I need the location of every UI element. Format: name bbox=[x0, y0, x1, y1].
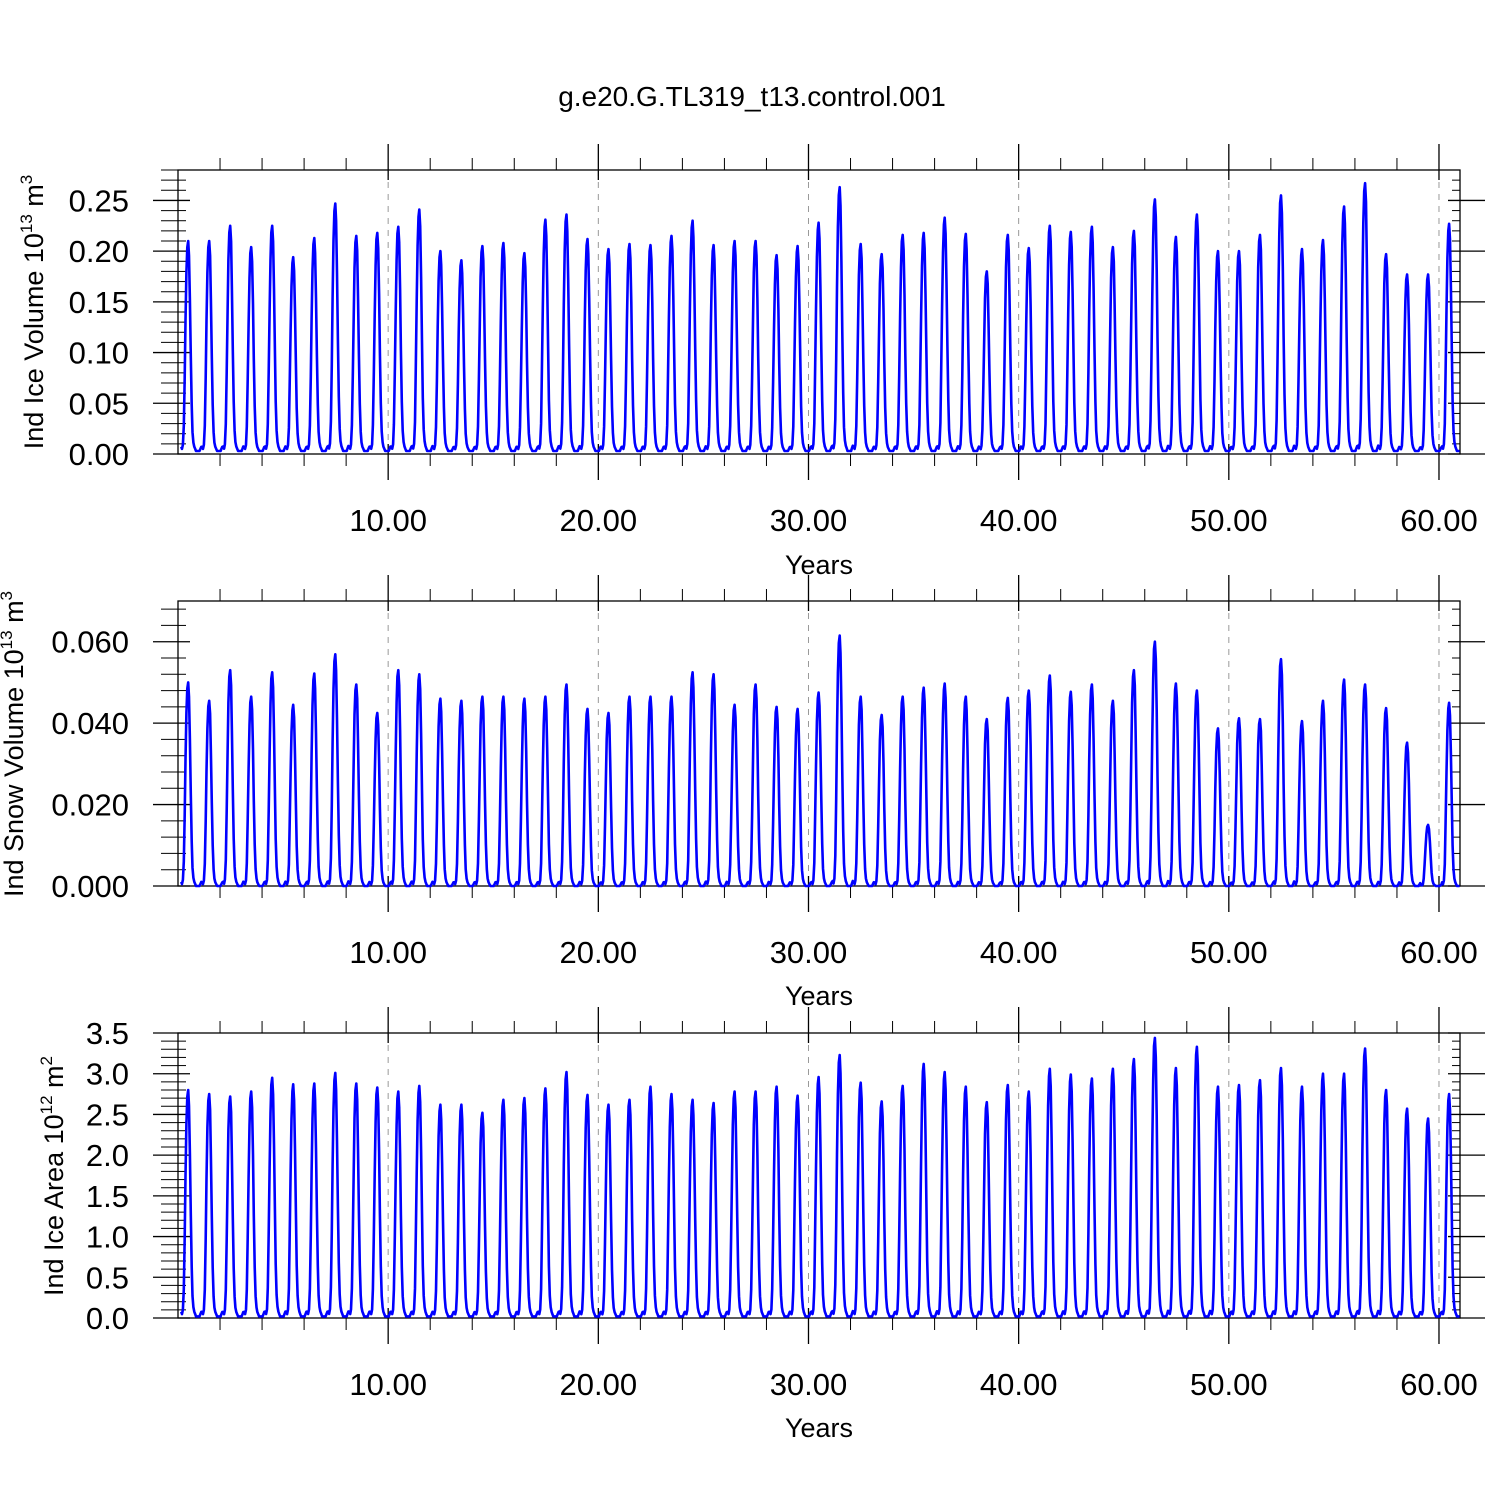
ice-volume-line bbox=[179, 181, 1461, 453]
panel-ice-area: 0.0 0.5 1.0 1.5 2.0 2.5 3.0 3.5 10.00 20.00 30.00… bbox=[37, 1007, 1485, 1443]
y-tick-labels: 0.000 0.020 0.040 0.060 bbox=[51, 625, 129, 904]
y-axis-label: Ind Snow Volume 1013 m3 bbox=[0, 591, 29, 897]
y-tick-label: 3.0 bbox=[86, 1057, 129, 1092]
x-tick-label: 20.00 bbox=[560, 935, 638, 970]
x-axis-label: Years bbox=[785, 550, 853, 580]
y-axis-label: Ind Ice Volume 1013 m3 bbox=[17, 175, 49, 450]
x-tick-labels: 10.00 20.00 30.00 40.00 50.00 60.00 bbox=[349, 1367, 1477, 1402]
y-tick-label: 0.00 bbox=[69, 437, 129, 472]
x-tick-label: 10.00 bbox=[349, 1367, 427, 1402]
y-tick-label: 1.5 bbox=[86, 1179, 129, 1214]
y-tick-label: 0.15 bbox=[69, 285, 129, 320]
x-tick-label: 50.00 bbox=[1190, 1367, 1268, 1402]
x-tick-label: 60.00 bbox=[1400, 935, 1478, 970]
x-tick-label: 50.00 bbox=[1190, 935, 1268, 970]
y-tick-label: 0.0 bbox=[86, 1301, 129, 1336]
plot-frame bbox=[177, 1032, 1461, 1319]
plot-frame bbox=[177, 600, 1461, 887]
panel-snow-volume: 0.000 0.020 0.040 0.060 10.00 20.00 30.00 40.0… bbox=[0, 575, 1485, 1011]
y-tick-labels: 0.00 0.05 0.10 0.15 0.20 0.25 bbox=[69, 183, 129, 472]
y-tick-label: 0.20 bbox=[69, 234, 129, 269]
y-tick-label: 0.10 bbox=[69, 336, 129, 371]
panel-ice-volume: 0.00 0.05 0.10 0.15 0.20 0.25 10.00 20.00 30.00… bbox=[17, 144, 1485, 580]
x-tick-label: 40.00 bbox=[980, 503, 1058, 538]
y-tick-label: 2.5 bbox=[86, 1097, 129, 1132]
y-tick-label: 1.0 bbox=[86, 1220, 129, 1255]
x-tick-label: 30.00 bbox=[770, 1367, 848, 1402]
x-axis-label: Years bbox=[785, 981, 853, 1011]
x-tick-label: 10.00 bbox=[349, 935, 427, 970]
y-tick-label: 0.05 bbox=[69, 386, 129, 421]
plot-frame bbox=[177, 169, 1461, 455]
x-tick-label: 50.00 bbox=[1190, 503, 1268, 538]
y-tick-label: 3.5 bbox=[86, 1016, 129, 1051]
x-tick-label: 60.00 bbox=[1400, 503, 1478, 538]
x-tick-labels: 10.00 20.00 30.00 40.00 50.00 60.00 bbox=[349, 935, 1477, 970]
figure-title: g.e20.G.TL319_t13.control.001 bbox=[558, 81, 946, 112]
x-axis-label: Years bbox=[785, 1413, 853, 1443]
y-axis-label: Ind Ice Area 1012 m2 bbox=[37, 1056, 69, 1296]
y-tick-label: 0.020 bbox=[51, 788, 129, 823]
x-tick-label: 20.00 bbox=[560, 1367, 638, 1402]
y-tick-label: 0.060 bbox=[51, 625, 129, 660]
tick-marks bbox=[153, 575, 1485, 912]
tick-marks bbox=[153, 1007, 1485, 1344]
y-tick-labels: 0.0 0.5 1.0 1.5 2.0 2.5 3.0 3.5 bbox=[86, 1016, 129, 1336]
y-tick-label: 0.25 bbox=[69, 183, 129, 218]
x-tick-label: 40.00 bbox=[980, 935, 1058, 970]
x-tick-label: 10.00 bbox=[349, 503, 427, 538]
x-tick-labels: 10.00 20.00 30.00 40.00 50.00 60.00 bbox=[349, 503, 1477, 538]
x-tick-label: 30.00 bbox=[770, 503, 848, 538]
x-tick-label: 20.00 bbox=[560, 503, 638, 538]
y-tick-label: 0.000 bbox=[51, 869, 129, 904]
y-tick-label: 0.5 bbox=[86, 1260, 129, 1295]
y-tick-label: 0.040 bbox=[51, 706, 129, 741]
x-tick-label: 40.00 bbox=[980, 1367, 1058, 1402]
snow-volume-line bbox=[179, 634, 1461, 888]
ice-area-line bbox=[179, 1036, 1461, 1318]
x-tick-label: 30.00 bbox=[770, 935, 848, 970]
y-tick-label: 2.0 bbox=[86, 1138, 129, 1173]
x-tick-label: 60.00 bbox=[1400, 1367, 1478, 1402]
